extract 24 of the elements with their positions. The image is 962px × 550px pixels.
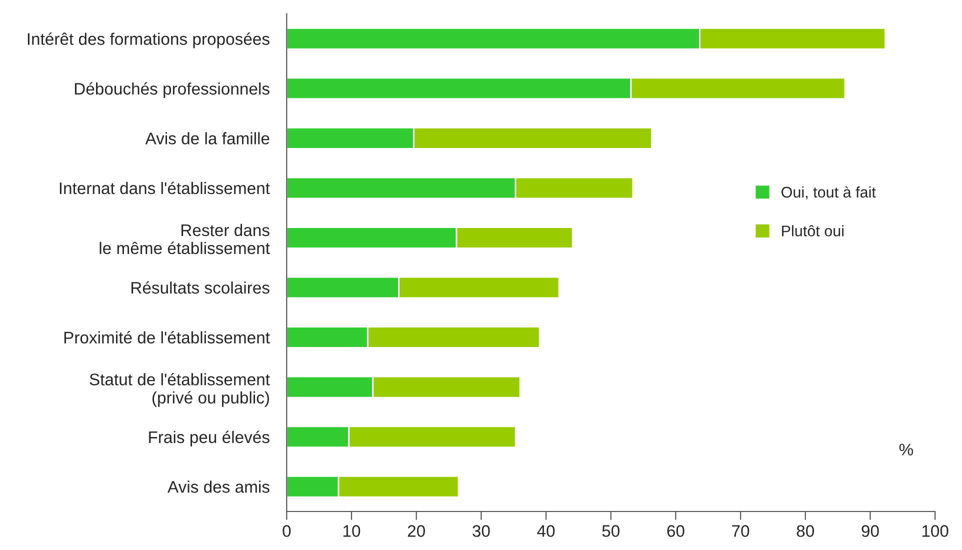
x-tick-label: 0 [282, 525, 291, 537]
x-tick-label: 40 [537, 525, 555, 537]
y-tick-label: Statut de l'établissement (privé ou public) [90, 372, 270, 407]
legend-label: Oui, tout à fait [782, 186, 876, 200]
x-tick-label: 50 [602, 525, 620, 537]
legend-label: Plutôt oui [782, 225, 844, 236]
x-tick-label: 90 [862, 525, 879, 537]
x-tick-label: 80 [796, 525, 814, 537]
x-tick-label: 20 [408, 525, 425, 537]
x-tick-label: 60 [667, 525, 684, 537]
annotation: % [899, 444, 914, 456]
x-tick-label: 70 [732, 525, 750, 537]
x-tick-label: 100 [922, 525, 948, 537]
y-tick-label: Résultats scolaires [132, 281, 270, 294]
y-tick-label: Internat dans l'établissement [60, 182, 270, 194]
y-tick-label: Rester dans le même établissement [100, 224, 270, 254]
x-tick-label: 10 [344, 525, 360, 537]
y-tick-label: Frais peu élevés [149, 430, 270, 446]
y-tick-label: Avis des amis [168, 480, 270, 493]
y-tick-label: Débouchés professionnels [74, 82, 270, 98]
y-tick-label: Avis de la famille [145, 132, 270, 144]
x-tick-label: 30 [472, 525, 490, 537]
y-tick-label: Proximité de l'établissement [64, 331, 270, 344]
y-tick-label: Intérêt des formations proposées [28, 32, 270, 48]
